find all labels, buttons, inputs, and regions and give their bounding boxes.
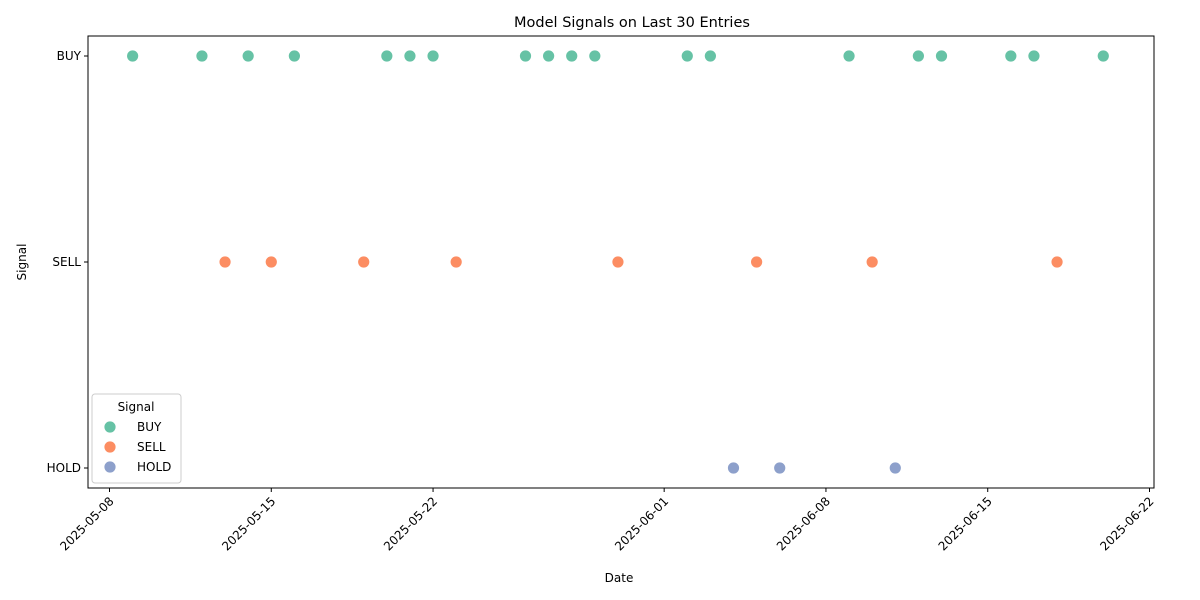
plot-frame	[87, 35, 1155, 489]
point-buy	[519, 49, 532, 63]
legend-box	[91, 393, 182, 484]
point-buy	[842, 49, 856, 63]
point-buy	[1004, 49, 1018, 63]
y-tick-label: BUY	[57, 49, 82, 63]
point-sell	[611, 255, 625, 269]
legend-marker-buy	[103, 420, 117, 434]
point-buy	[403, 49, 417, 63]
point-buy	[1027, 49, 1041, 63]
point-hold	[727, 461, 740, 475]
point-buy	[565, 49, 579, 63]
point-buy	[703, 49, 717, 63]
point-sell	[449, 255, 463, 269]
point-buy	[680, 49, 694, 63]
point-buy	[126, 49, 140, 63]
y-tick-label: HOLD	[47, 461, 81, 475]
point-buy	[380, 49, 394, 63]
point-sell	[357, 255, 371, 269]
point-sell	[865, 255, 879, 269]
x-axis-label: Date	[605, 571, 634, 585]
legend-marker-hold	[103, 460, 117, 474]
point-hold	[888, 461, 902, 475]
point-sell	[750, 255, 764, 269]
point-hold	[773, 461, 787, 475]
point-buy	[542, 49, 556, 63]
point-buy	[935, 49, 948, 63]
legend-title: Signal	[118, 400, 155, 414]
point-buy	[911, 49, 925, 63]
point-sell	[218, 255, 232, 269]
point-buy	[1096, 49, 1110, 63]
point-buy	[287, 49, 301, 63]
point-buy	[588, 49, 602, 63]
legend-label-buy: BUY	[137, 420, 162, 434]
legend-label-hold: HOLD	[137, 460, 171, 474]
point-sell	[1050, 255, 1064, 269]
chart-title: Model Signals on Last 30 Entries	[514, 15, 750, 31]
legend-label-sell: SELL	[137, 440, 166, 454]
point-buy	[241, 49, 255, 63]
legend: Signal BUY SELL HOLD	[91, 393, 182, 484]
point-buy	[195, 49, 209, 63]
point-sell	[264, 255, 278, 269]
legend-marker-sell	[103, 440, 117, 454]
point-buy	[426, 49, 440, 63]
y-tick-label: SELL	[52, 255, 81, 269]
y-axis-label: Signal	[15, 244, 29, 281]
data-points	[126, 49, 1110, 475]
